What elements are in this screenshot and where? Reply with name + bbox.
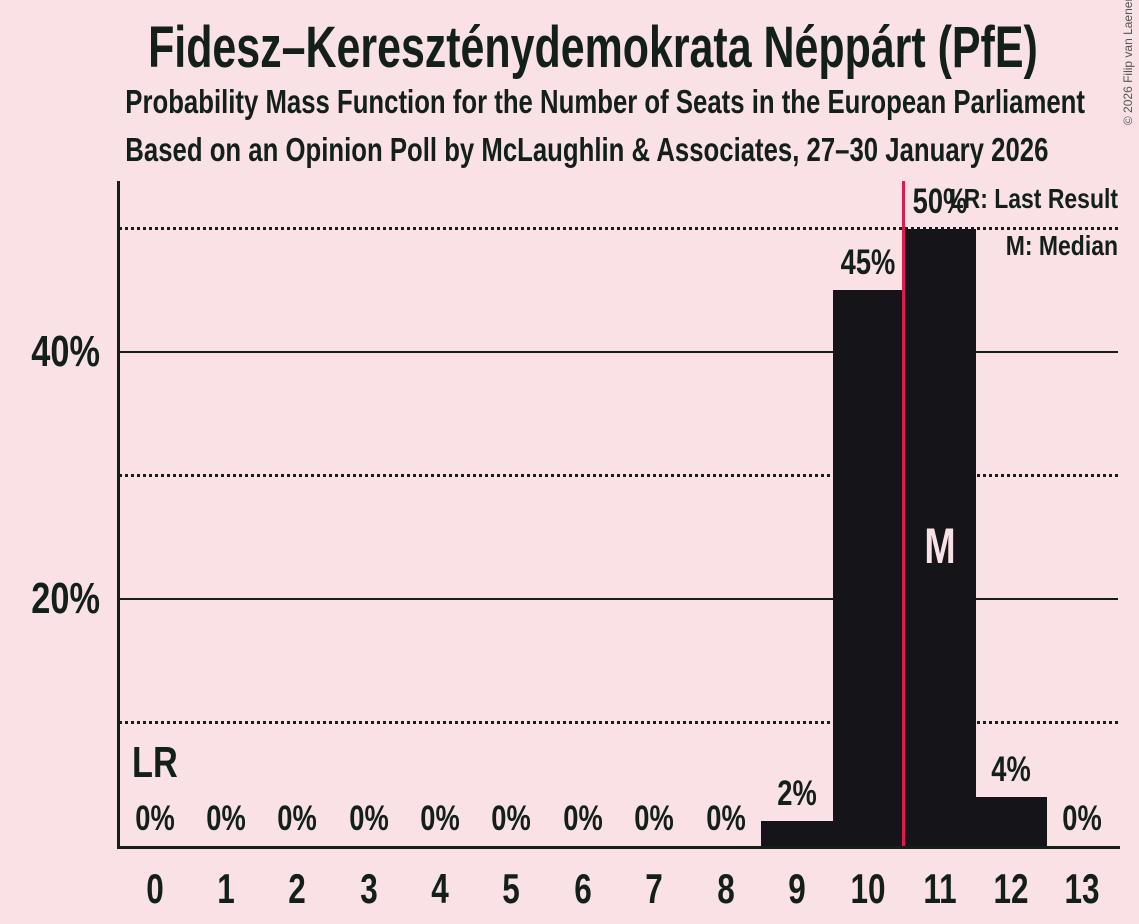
x-axis-label-10: 10 <box>850 865 886 912</box>
value-label-9: 2% <box>777 774 817 814</box>
x-axis-label-12: 12 <box>993 865 1029 912</box>
x-axis-label-5: 5 <box>502 865 521 912</box>
chart-source-subtitle: Based on an Opinion Poll by McLaughlin &… <box>125 131 1049 168</box>
x-axis-label-0: 0 <box>145 865 164 912</box>
value-label-11: 50% <box>912 181 967 221</box>
value-label-1: 0% <box>206 799 246 838</box>
chart-subtitle: Probability Mass Function for the Number… <box>125 83 1085 120</box>
y-axis <box>117 181 120 849</box>
x-axis-label-2: 2 <box>288 865 307 912</box>
y-axis-label-20pct: 20% <box>31 574 100 623</box>
last-result-marker-label: LR <box>132 738 178 787</box>
value-label-3: 0% <box>349 799 389 838</box>
y-axis-label-40pct: 40% <box>31 327 100 376</box>
gridline-dotted-30pct <box>119 474 1118 477</box>
bar-seats-12 <box>975 796 1048 846</box>
gridline-dotted-10pct <box>119 721 1118 724</box>
legend-last-result: LR: Last Result <box>949 183 1118 214</box>
bar-seats-10 <box>832 290 905 846</box>
x-axis-label-3: 3 <box>359 865 378 912</box>
value-label-13: 0% <box>1062 799 1103 838</box>
x-axis-label-9: 9 <box>788 865 806 912</box>
bar-seats-9 <box>761 821 834 846</box>
value-label-6: 0% <box>563 799 603 838</box>
value-label-4: 0% <box>420 799 460 838</box>
value-label-12: 4% <box>991 749 1031 789</box>
value-label-8: 0% <box>705 799 746 838</box>
value-label-2: 0% <box>277 799 318 838</box>
x-axis-label-1: 1 <box>217 865 235 912</box>
x-axis-label-7: 7 <box>645 865 663 912</box>
value-label-10: 45% <box>840 243 896 283</box>
copyright-text: © 2026 Filip van Laenen <box>1121 0 1135 126</box>
gridline-20pct <box>119 598 1118 600</box>
value-label-7: 0% <box>634 799 674 838</box>
gridline-40pct <box>119 351 1118 353</box>
legend-median: M: Median <box>1005 230 1118 261</box>
last-result-line <box>902 181 906 846</box>
chart-title: Fidesz–Kereszténydemokrata Néppárt (PfE) <box>148 15 1038 80</box>
x-axis-label-6: 6 <box>574 865 592 912</box>
median-marker-label: M <box>924 518 956 574</box>
x-axis-label-13: 13 <box>1064 865 1100 912</box>
x-axis-label-4: 4 <box>431 865 449 912</box>
value-label-0: 0% <box>134 799 175 838</box>
x-axis-label-11: 11 <box>922 865 957 912</box>
x-axis-label-8: 8 <box>716 865 735 912</box>
gridline-dotted-50pct <box>119 227 1118 230</box>
value-label-5: 0% <box>491 799 532 838</box>
x-axis <box>117 846 1120 849</box>
bar-seats-11 <box>903 228 976 846</box>
